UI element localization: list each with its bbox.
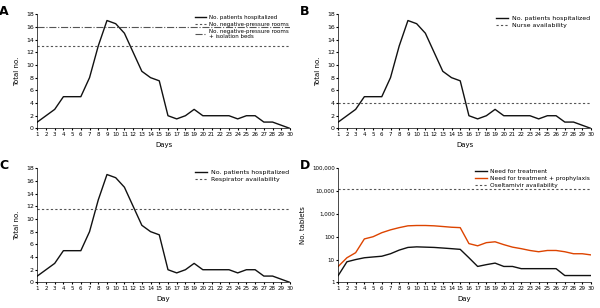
Text: A: A [0,5,9,18]
Text: C: C [0,159,8,172]
Legend: No. patients hospitalized, Respirator availability: No. patients hospitalized, Respirator av… [195,169,289,182]
X-axis label: Days: Days [155,142,172,148]
Text: D: D [301,159,311,172]
X-axis label: Day: Day [458,296,472,302]
X-axis label: Day: Day [157,296,170,302]
Y-axis label: Total no.: Total no. [14,57,20,86]
Legend: Need for treatment, Need for treatment + prophylaxis, Oseltamivir availability: Need for treatment, Need for treatment +… [475,169,590,188]
Legend: No. patients hospitalized, No. negative-pressure rooms, No. negative-pressure ro: No. patients hospitalized, No. negative-… [195,15,289,39]
X-axis label: Days: Days [456,142,473,148]
Y-axis label: No. tablets: No. tablets [301,206,307,244]
Text: B: B [301,5,310,18]
Legend: No. patients hospitalized, Nurse availability: No. patients hospitalized, Nurse availab… [496,15,590,28]
Y-axis label: Total no.: Total no. [14,211,20,240]
Y-axis label: Total no.: Total no. [316,57,322,86]
